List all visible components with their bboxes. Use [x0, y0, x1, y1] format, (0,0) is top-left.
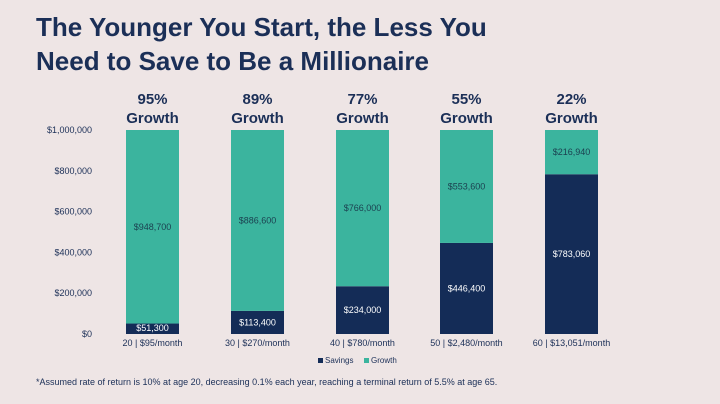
- growth-header-label: Growth: [231, 110, 284, 127]
- growth-percent-label: 77%: [347, 91, 377, 108]
- bar-savings: [336, 286, 389, 334]
- legend-label: Growth: [371, 356, 397, 365]
- y-tick-label: $600,000: [54, 207, 92, 217]
- x-tick-label: 20 | $95/month: [123, 338, 183, 348]
- bar-growth: [126, 130, 179, 324]
- bar-growth: [231, 130, 284, 311]
- bar-growth: [336, 130, 389, 287]
- growth-percent-label: 95%: [137, 91, 167, 108]
- data-label: $51,300: [136, 323, 169, 333]
- data-label: $783,060: [553, 249, 591, 259]
- bar-savings: [440, 242, 493, 334]
- legend-label: Savings: [325, 356, 353, 365]
- data-label: $553,600: [448, 181, 486, 191]
- bar-savings: [126, 323, 179, 334]
- title-line-2: Need to Save to Be a Millionaire: [36, 46, 429, 76]
- data-label: $113,400: [239, 317, 276, 327]
- x-tick-label: 30 | $270/month: [225, 338, 290, 348]
- growth-header-label: Growth: [336, 110, 389, 127]
- growth-header-label: Growth: [440, 110, 493, 127]
- y-tick-label: $0: [82, 329, 92, 339]
- bar-growth: [440, 130, 493, 243]
- legend-swatch: [364, 358, 369, 363]
- growth-percent-label: 55%: [451, 91, 481, 108]
- y-tick-label: $400,000: [54, 247, 92, 257]
- growth-header-label: Growth: [126, 110, 179, 127]
- data-label: $886,600: [239, 215, 277, 225]
- growth-percent-label: 22%: [556, 91, 586, 108]
- growth-percent-label: 89%: [242, 91, 272, 108]
- chart-title: The Younger You Start, the Less You Need…: [36, 10, 487, 78]
- data-label: $766,000: [344, 203, 382, 213]
- data-label: $234,000: [344, 305, 382, 315]
- y-tick-label: $200,000: [54, 288, 92, 298]
- growth-header-label: Growth: [545, 110, 598, 127]
- footnote: *Assumed rate of return is 10% at age 20…: [36, 377, 498, 387]
- legend-swatch: [318, 358, 323, 363]
- data-label: $948,700: [134, 222, 172, 232]
- y-tick-label: $1,000,000: [47, 125, 92, 135]
- x-tick-label: 60 | $13,051/month: [533, 338, 610, 348]
- y-tick-label: $800,000: [54, 166, 92, 176]
- x-tick-label: 50 | $2,480/month: [430, 338, 502, 348]
- data-label: $216,940: [553, 147, 591, 157]
- data-label: $446,400: [448, 283, 486, 293]
- bar-growth: [545, 130, 598, 175]
- title-line-1: The Younger You Start, the Less You: [36, 12, 487, 42]
- bar-savings: [231, 310, 284, 334]
- x-tick-label: 40 | $780/month: [330, 338, 395, 348]
- bar-savings: [545, 174, 598, 334]
